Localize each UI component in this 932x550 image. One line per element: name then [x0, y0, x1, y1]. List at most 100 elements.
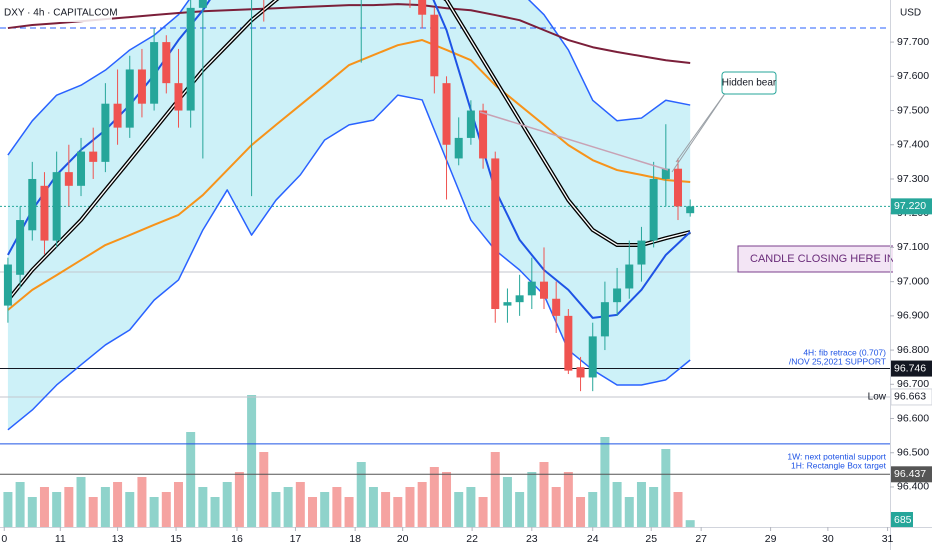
volume-bar — [149, 497, 159, 527]
volume-bar — [283, 487, 293, 527]
volume-bar — [295, 482, 305, 527]
x-tick-label: 0 — [1, 533, 7, 545]
candle-body — [3, 264, 12, 306]
candle-body — [637, 240, 646, 265]
candle-body — [162, 42, 171, 84]
volume-bar — [685, 520, 695, 527]
price-label-box — [890, 388, 932, 406]
volume-bar — [539, 462, 549, 527]
y-tick-label: 96.600 — [897, 412, 929, 424]
candle-body — [466, 110, 475, 138]
candle-body — [418, 0, 427, 15]
y-tick-label: 97.500 — [897, 104, 929, 116]
y-tick-label: 97.000 — [897, 275, 929, 287]
x-tick-label: 13 — [112, 533, 124, 545]
candle-body — [686, 206, 695, 214]
volume-bar — [563, 472, 573, 527]
indicator-line — [7, 0, 691, 319]
volume-bar — [417, 482, 427, 527]
volume-bar — [100, 487, 110, 527]
volume-bar — [661, 449, 671, 527]
candle-body — [479, 110, 488, 159]
candle-body — [674, 168, 683, 207]
candle-body — [588, 336, 597, 378]
volume-bar — [271, 492, 281, 527]
candle-body — [186, 7, 195, 111]
volume-bar — [515, 492, 525, 527]
volume-bar — [186, 432, 196, 527]
volume-bar — [161, 492, 171, 527]
candle-body — [137, 69, 146, 104]
price-label: 96.663 — [894, 391, 926, 403]
volume-bar — [454, 492, 464, 527]
candle-body — [64, 172, 73, 186]
volume-bar — [210, 497, 220, 527]
volume-label-box — [891, 512, 913, 527]
volume-bar — [490, 452, 500, 527]
volume-bar — [332, 487, 342, 527]
volume-bar — [368, 487, 378, 527]
y-tick-label: 96.400 — [897, 481, 929, 493]
y-tick-label: 97.700 — [897, 36, 929, 48]
x-tick-label: 31 — [882, 533, 894, 545]
invalidation-text: CANDLE CLOSING HERE INVALIDATE — [750, 253, 932, 265]
y-tick-label: 97.300 — [897, 173, 929, 185]
price-label: 96.437 — [894, 468, 926, 480]
volume-bar — [502, 477, 512, 527]
currency-label: USD — [900, 8, 921, 19]
y-tick-label: 96.500 — [897, 447, 929, 459]
chart-title: DXY · 4h · CAPITALCOM — [4, 8, 118, 19]
x-tick-label: 18 — [349, 533, 361, 545]
x-tick-label: 20 — [397, 533, 409, 545]
volume-bar — [247, 395, 257, 527]
x-tick-label: 17 — [290, 533, 302, 545]
y-tick-label: 97.400 — [897, 139, 929, 151]
plot-area — [0, 0, 890, 527]
volume-bar — [234, 472, 244, 527]
candle-body — [491, 158, 500, 310]
level-note: Low — [868, 392, 887, 403]
candle-body — [515, 295, 524, 303]
volume-bar — [308, 497, 318, 527]
volume-bar — [673, 492, 683, 527]
candle-body — [16, 220, 25, 275]
indicator-line-inner — [7, 0, 691, 301]
x-tick-label: 24 — [587, 533, 599, 545]
volume-bar — [27, 497, 37, 527]
volume-bar — [405, 487, 415, 527]
volume-bar — [624, 497, 634, 527]
callout-line — [671, 94, 725, 173]
candle-body — [552, 298, 561, 316]
volume-bar — [125, 492, 135, 527]
y-tick-label: 96.900 — [897, 310, 929, 322]
candle-body — [28, 178, 37, 231]
volume-bar — [649, 487, 659, 527]
y-tick-label: 97.100 — [897, 241, 929, 253]
candle-body — [576, 367, 585, 378]
y-tick-label: 97.600 — [897, 70, 929, 82]
price-label-box — [891, 198, 932, 215]
volume-bar — [52, 492, 62, 527]
x-tick-label: 22 — [466, 533, 478, 545]
x-tick-label: 27 — [695, 533, 707, 545]
candle-body — [125, 69, 134, 128]
volume-bar — [600, 437, 610, 527]
band-upper — [7, 0, 691, 156]
volume-bar — [478, 497, 488, 527]
x-tick-label: 25 — [645, 533, 657, 545]
candle-body — [564, 315, 573, 371]
candle-body — [101, 103, 110, 162]
volume-bar — [173, 482, 183, 527]
volume-bar — [393, 497, 403, 527]
volume-bar — [442, 472, 452, 527]
volume-bar — [320, 492, 330, 527]
volume-bar — [15, 482, 25, 527]
y-tick-label: 96.800 — [897, 344, 929, 356]
volume-bar — [356, 462, 366, 527]
x-tick-label: 30 — [822, 533, 834, 545]
volume-bar — [3, 492, 13, 527]
price-label: 96.746 — [894, 362, 926, 374]
candle-body — [503, 302, 512, 306]
band-lower — [7, 94, 691, 431]
